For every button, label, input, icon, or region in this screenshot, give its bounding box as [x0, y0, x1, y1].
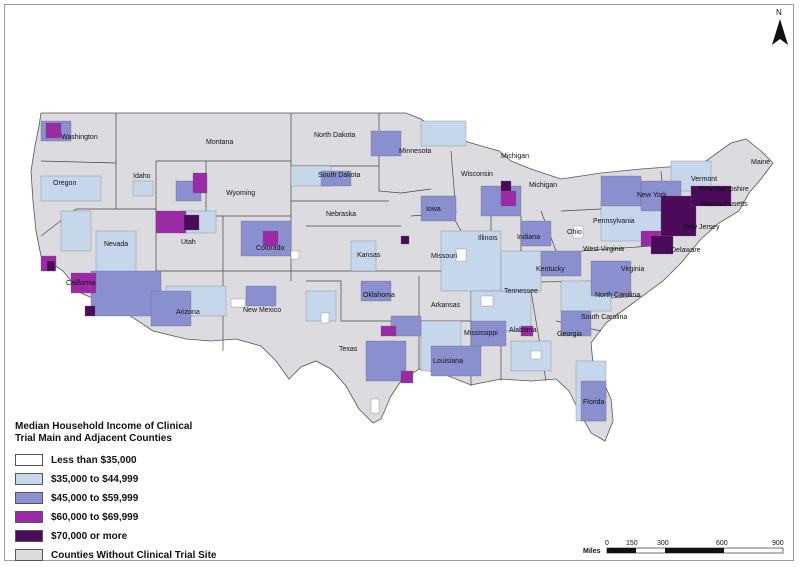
- us-county-map: Washington Oregon Idaho Montana Wyoming …: [30, 8, 788, 555]
- state-label-florida: Florida: [583, 399, 605, 406]
- state-label-new-hampshire: New Hampshire: [699, 186, 749, 193]
- state-label-texas: Texas: [339, 346, 358, 353]
- legend-swatch: [15, 549, 43, 561]
- state-label-south-dakota: South Dakota: [318, 172, 361, 179]
- state-label-north-dakota: North Dakota: [314, 132, 355, 139]
- scale-tick-150: 150: [626, 540, 638, 547]
- legend-item: $45,000 to $59,999: [15, 491, 225, 505]
- legend-label: $35,000 to $44,999: [51, 473, 139, 485]
- state-label-louisiana: Louisiana: [433, 358, 463, 365]
- state-label-new-jersey: New Jersey: [683, 224, 720, 231]
- state-label-pennsylvania: Pennsylvania: [593, 218, 635, 225]
- scale-tick-900: 900: [772, 540, 784, 547]
- county-data-patches: [40, 120, 732, 422]
- legend-swatch: [15, 473, 43, 485]
- legend-item: Counties Without Clinical Trial Site: [15, 548, 225, 562]
- legend-label: $70,000 or more: [51, 530, 128, 542]
- state-label-tennessee: Tennessee: [504, 288, 538, 295]
- legend-swatch: [15, 530, 43, 542]
- state-label-michigan-lower: Michigan: [529, 182, 557, 189]
- scale-bar: 0 150 300 600 900 Miles: [583, 540, 784, 555]
- legend-swatch: [15, 492, 43, 504]
- state-label-west-virginia: West Virginia: [583, 246, 624, 253]
- north-arrow: N: [772, 8, 788, 45]
- state-label-minnesota: Minnesota: [399, 148, 431, 155]
- state-label-alabama: Alabama: [509, 327, 537, 334]
- state-label-kansas: Kansas: [357, 252, 381, 259]
- state-label-oklahoma: Oklahoma: [363, 292, 395, 299]
- state-label-arizona: Arizona: [176, 309, 200, 316]
- state-label-maine: Maine: [751, 159, 770, 166]
- legend-label: $45,000 to $59,999: [51, 492, 139, 504]
- state-label-south-carolina: South Carolina: [581, 314, 627, 321]
- north-label: N: [776, 8, 782, 17]
- state-label-california: California: [66, 280, 96, 287]
- map-frame: Washington Oregon Idaho Montana Wyoming …: [4, 4, 794, 561]
- state-label-utah: Utah: [181, 239, 196, 246]
- state-label-montana: Montana: [206, 139, 233, 146]
- state-label-new-mexico: New Mexico: [243, 307, 281, 314]
- state-label-missouri: Missouri: [431, 253, 458, 260]
- state-label-arkansas: Arkansas: [431, 302, 461, 309]
- state-label-idaho: Idaho: [133, 173, 151, 180]
- legend-label: $60,000 to $69,999: [51, 511, 139, 523]
- north-arrow-icon: [772, 19, 788, 45]
- legend-item: $60,000 to $69,999: [15, 510, 225, 524]
- legend-swatch: [15, 454, 43, 466]
- state-label-vermont: Vermont: [691, 176, 717, 183]
- legend-item: $35,000 to $44,999: [15, 472, 225, 486]
- scale-tick-300: 300: [657, 540, 669, 547]
- scale-unit: Miles: [583, 548, 601, 555]
- state-label-north-carolina: North Carolina: [595, 292, 640, 299]
- state-label-new-york: New York: [637, 192, 667, 199]
- state-label-delaware: Delaware: [671, 247, 701, 254]
- scale-tick-600: 600: [716, 540, 728, 547]
- state-label-iowa: Iowa: [426, 206, 441, 213]
- legend-title-line1: Median Household Income of Clinical: [15, 421, 193, 432]
- state-label-nevada: Nevada: [104, 241, 128, 248]
- state-label-washington: Washington: [61, 134, 98, 141]
- state-label-virginia: Virginia: [621, 266, 644, 273]
- state-label-colorado: Colorado: [256, 245, 285, 252]
- state-label-oregon: Oregon: [53, 180, 76, 187]
- scale-tick-0: 0: [605, 540, 609, 547]
- state-label-kentucky: Kentucky: [536, 266, 565, 273]
- state-label-illinois: Illinois: [478, 235, 498, 242]
- state-label-georgia: Georgia: [557, 331, 582, 338]
- state-label-indiana: Indiana: [517, 234, 540, 241]
- state-label-nebraska: Nebraska: [326, 211, 356, 218]
- legend: Median Household Income of Clinical Tria…: [15, 421, 225, 562]
- state-label-massachusetts: Massachusetts: [701, 201, 748, 208]
- legend-label: Less than $35,000: [51, 454, 137, 466]
- legend-item: Less than $35,000: [15, 453, 225, 467]
- state-label-ohio: Ohio: [567, 229, 582, 236]
- state-labels: Washington Oregon Idaho Montana Wyoming …: [53, 132, 770, 406]
- legend-label: Counties Without Clinical Trial Site: [51, 549, 217, 561]
- legend-swatch: [15, 511, 43, 523]
- legend-title-line2: Trial Main and Adjacent Counties: [15, 433, 172, 444]
- state-label-wyoming: Wyoming: [226, 190, 255, 197]
- state-label-michigan-upper: Michigan: [501, 153, 529, 160]
- state-label-wisconsin: Wisconsin: [461, 171, 493, 178]
- legend-item: $70,000 or more: [15, 529, 225, 543]
- state-label-mississippi: Mississippi: [464, 330, 498, 337]
